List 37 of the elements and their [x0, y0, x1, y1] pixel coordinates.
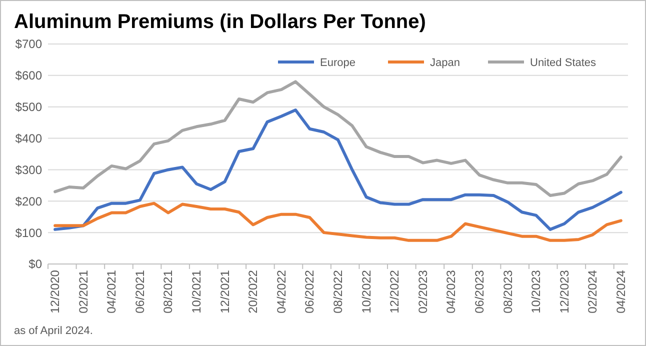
legend-label: United States — [530, 56, 597, 69]
y-tick-label: $500 — [15, 100, 42, 114]
y-tick-label: $300 — [15, 162, 42, 177]
x-tick-label: 06/2022 — [302, 270, 317, 314]
y-tick-label: $600 — [15, 68, 42, 83]
x-tick-label: 02/2021 — [76, 270, 90, 314]
x-tick-label: 02/2023 — [416, 270, 430, 314]
x-tick-label: 10/2023 — [529, 270, 544, 314]
y-tick-label: $100 — [15, 226, 42, 240]
x-tick-label: 08/2021 — [161, 270, 176, 314]
x-tick-label: 04/2023 — [444, 270, 458, 314]
line-series — [54, 108, 622, 231]
x-tick-label: 06/2023 — [472, 270, 486, 314]
y-tick-label: $700 — [15, 37, 42, 52]
x-tick-label: 08/2022 — [331, 270, 345, 314]
line-series — [54, 80, 622, 197]
x-tick-label: 04/2022 — [274, 270, 288, 314]
x-tick-label: 06/2021 — [132, 270, 147, 314]
y-tick-label: $400 — [15, 131, 42, 146]
text: as of April 2024. — [14, 325, 93, 337]
x-tick-label: 08/2023 — [500, 270, 515, 314]
x-tick-label: 10/2022 — [359, 270, 374, 314]
y-tick-label: $200 — [15, 194, 42, 208]
x-tick-label: 10/2021 — [190, 270, 204, 314]
x-tick-label: 20/2022 — [246, 270, 260, 314]
y-tick-label: $0 — [28, 257, 42, 272]
x-tick-label: 02/2024 — [586, 270, 600, 314]
chart-title: Aluminum Premiums (in Dollars Per Tonne) — [14, 11, 426, 33]
legend-label: Europe — [320, 56, 356, 69]
x-tick-label: 12/2023 — [557, 270, 572, 314]
x-tick-label: 12/2020 — [48, 270, 62, 314]
x-tick-label: 12/2021 — [218, 270, 232, 314]
x-tick-label: 12/2022 — [388, 270, 402, 314]
x-tick-label: 04/2021 — [104, 270, 119, 314]
legend-label: Japan — [430, 56, 460, 69]
x-tick-label: 04/2024 — [614, 270, 628, 314]
line-series — [54, 202, 622, 242]
